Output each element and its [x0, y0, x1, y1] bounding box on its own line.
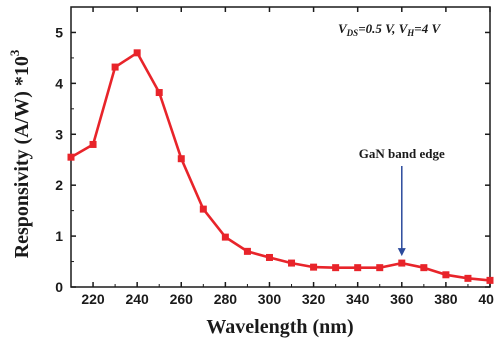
y-tick-label: 0 — [55, 279, 63, 295]
condition-v2-sub: H — [406, 28, 415, 38]
condition-v1-rest: =0.5 V, — [358, 21, 398, 36]
x-tick-label: 340 — [346, 291, 370, 307]
data-point — [155, 89, 163, 97]
series-line — [70, 51, 491, 282]
data-point — [376, 264, 384, 272]
data-point — [67, 153, 75, 161]
x-tick-label: 400 — [478, 291, 494, 307]
x-tick-label: 300 — [258, 291, 282, 307]
y-axis-title: Responsivity (A/W) *103 — [7, 49, 33, 258]
x-tick-label: 260 — [170, 291, 194, 307]
data-point — [111, 63, 119, 71]
data-point — [288, 259, 296, 267]
data-point — [442, 271, 450, 279]
data-point — [177, 155, 185, 163]
x-tick-label: 220 — [81, 291, 105, 307]
y-tick-label: 4 — [55, 75, 63, 91]
condition-v2-main: V — [399, 21, 409, 36]
x-axis-ticks: 220 240 260 280 300 320 340 360 380 400 — [70, 7, 494, 307]
data-point — [265, 253, 273, 261]
condition-v1-main: V — [338, 21, 348, 36]
series-layer — [67, 49, 494, 284]
x-tick-label: 380 — [434, 291, 458, 307]
data-point — [486, 276, 494, 284]
data-point — [89, 140, 97, 148]
data-point — [310, 263, 318, 271]
x-tick-label: 240 — [125, 291, 149, 307]
annotation-arrow-head — [397, 248, 406, 257]
annotation-label: GaN band edge — [359, 146, 445, 161]
data-point — [420, 264, 428, 272]
data-point — [243, 247, 251, 255]
x-tick-label: 280 — [214, 291, 238, 307]
data-point — [398, 259, 406, 267]
y-tick-label: 1 — [55, 228, 63, 244]
data-point — [354, 264, 362, 272]
x-tick-label: 320 — [302, 291, 326, 307]
y-tick-label: 5 — [55, 24, 63, 40]
x-tick-label: 360 — [390, 291, 414, 307]
data-point — [332, 264, 340, 272]
data-point — [133, 49, 141, 57]
x-axis-title: Wavelength (nm) — [206, 316, 353, 338]
data-point — [464, 274, 472, 282]
condition-v2-rest: =4 V — [414, 21, 441, 36]
condition-v1-sub: DS — [346, 28, 359, 38]
data-point — [199, 205, 207, 213]
data-point — [221, 233, 229, 241]
y-tick-label: 3 — [55, 126, 63, 142]
plot-frame — [70, 6, 491, 288]
y-tick-label: 2 — [55, 177, 63, 193]
annotation-layer: GaN band edge — [359, 146, 445, 257]
y-axis-title-main: Responsivity (A/W) *10 — [11, 56, 33, 258]
y-axis-title-exponent: 3 — [7, 49, 22, 56]
condition-label: VDS=0.5 V, VH=4 V — [338, 21, 441, 38]
